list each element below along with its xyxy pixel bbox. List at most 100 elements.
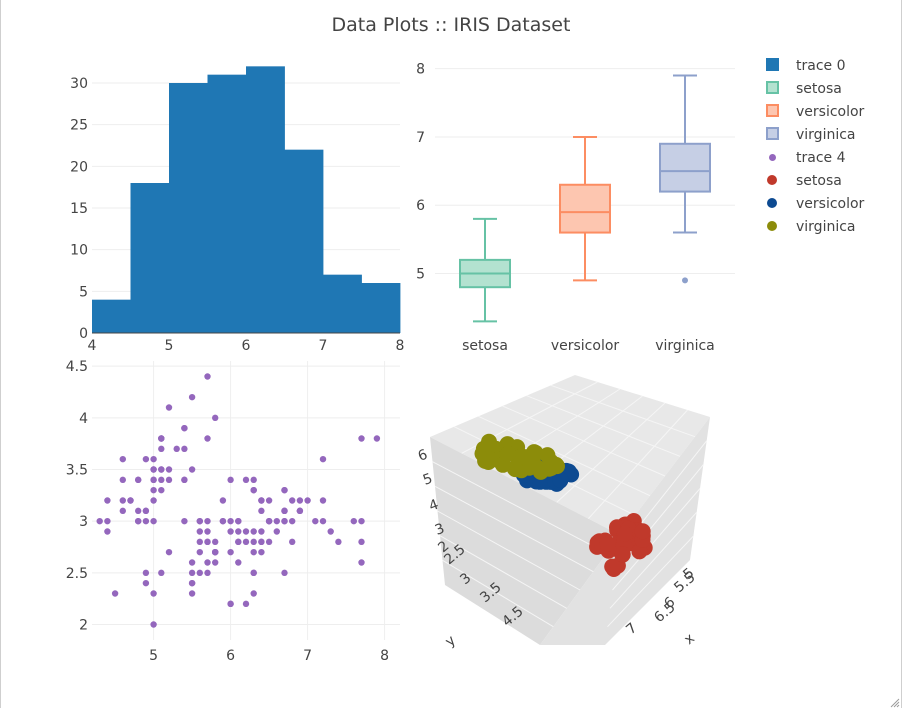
scatter-point [135,507,142,515]
scatter-point [289,517,296,525]
scatter-point [127,497,134,504]
legend-swatch-icon [760,77,796,100]
scatter-point [181,476,188,484]
scatter-point [289,497,296,504]
scene-point [480,436,497,453]
hist-ytick-label: 0 [79,326,88,342]
scatter-point [165,466,173,473]
scatter-point [250,590,257,597]
scatter-point [165,476,173,484]
scatter-ytick-label: 2.5 [66,566,88,582]
legend-item[interactable]: virginica [760,215,864,238]
scene-point [507,461,524,478]
hist-ytick-label: 20 [70,159,88,175]
scatter-point [150,476,157,484]
resize-handle-icon[interactable] [888,696,900,708]
scatter-point [212,538,219,546]
scene-point [500,445,517,462]
scatter-point [250,528,257,535]
scene-point [614,546,631,563]
scatter-point [250,538,257,546]
scatter-point [158,445,165,453]
scatter-point [358,559,365,566]
box-plot-chart[interactable]: 5 6 7 8 setosa versicolor virginica [400,40,745,360]
scatter-ytick-label: 4 [79,411,88,427]
scene-axis-label-x: x [681,630,698,648]
scatter-point [265,497,273,504]
legend-item[interactable]: trace 0 [760,54,864,77]
legend-item[interactable]: setosa [760,77,864,100]
hist-bar [92,299,131,333]
scatter-point [304,497,311,504]
scene-gridline [442,559,554,628]
scatter-point [258,538,265,546]
scatter-ytick-label: 2 [79,618,88,634]
scatter-point [119,507,127,515]
scatter-point [150,590,157,597]
scene-gridline [607,535,694,628]
legend-item[interactable]: versicolor [760,100,864,123]
scatter-xtick-label: 6 [226,648,235,664]
scatter-point [188,393,196,401]
legend-item[interactable]: versicolor [760,192,864,215]
scatter-point [219,497,227,504]
legend: trace 0 setosa versicolor virginica trace 4 s… [760,54,864,238]
scene-tick-label: 5 [421,471,435,489]
scene-left-wall [430,437,620,645]
hist-xtick-label: 5 [165,338,174,354]
scatter-point [227,548,234,556]
hist-xtick-label: 7 [319,338,328,354]
histogram-chart[interactable]: 0 5 10 15 20 25 30 4 5 6 7 8 [40,50,410,360]
scatter-xtick-label: 8 [380,648,389,664]
scatter-point [204,528,211,535]
scatter-point [242,476,250,484]
scatter-point [135,476,142,484]
hist-ytick-label: 10 [70,243,88,259]
scatter-point [188,466,196,473]
scatter-point [158,476,165,484]
legend-swatch-icon [760,169,796,192]
scatter-point [319,497,327,504]
box-ytick-label: 6 [416,198,425,214]
legend-label: virginica [796,126,856,143]
scatter-point [319,455,327,463]
scatter-point [250,569,257,577]
box-outlier-point [682,277,688,284]
scatter-point [188,579,196,587]
legend-item[interactable]: trace 4 [760,146,864,169]
scene-gridline [434,485,594,573]
hist-bar [361,283,401,333]
scene-point [599,535,616,552]
hist-bar [284,149,324,333]
scatter-point [212,559,219,566]
scatter-point [242,538,250,546]
scene-gridline [439,535,567,609]
scatter-point [296,507,304,515]
scatter-point [196,538,203,546]
scatter-xtick-label: 7 [303,648,312,664]
scatter-point [142,569,150,577]
box-ytick-label: 5 [416,267,425,283]
scatter-point [242,528,250,535]
scene-tick-label: 6 [416,447,430,465]
hist-ytick-label: 5 [79,284,88,300]
hist-ytick-label: 15 [70,201,88,217]
hist-bar [246,66,285,333]
scatter-point [150,466,157,473]
legend-item[interactable]: virginica [760,123,864,146]
scene-gridline [609,511,698,609]
scatter-point [150,497,157,504]
scatter-point [181,517,188,525]
legend-item[interactable]: setosa [760,169,864,192]
scatter-point [142,507,150,515]
scene-point [552,472,569,488]
scene-point [542,457,559,474]
scatter-point [219,517,227,525]
scatter-point [158,435,165,442]
scatter-chart[interactable]: 2 2.5 3 3.5 4 4.5 5 6 7 8 [40,355,410,665]
scatter-point [335,538,342,546]
scatter-point [327,528,334,535]
scatter-ytick-label: 3 [79,514,88,530]
scatter-point [173,445,180,453]
